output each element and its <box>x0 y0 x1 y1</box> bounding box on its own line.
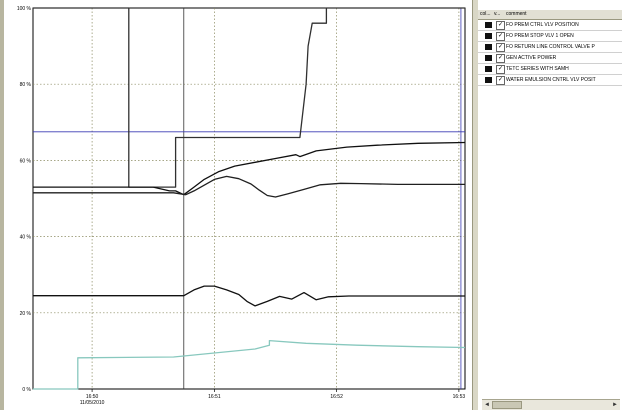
x-tick-label: 16:52 <box>330 394 343 400</box>
series-visible-checkbox[interactable]: ✓ <box>496 32 505 41</box>
legend-header: col... v... comment <box>478 10 622 20</box>
legend-row[interactable]: ✓ FO RETURN LINE CONTROL VALVE P <box>478 42 622 53</box>
x-tick-label: 16:51 <box>208 394 221 400</box>
legend-list: ✓ FO PREM CTRL VLV POSITION ✓ FO PREM ST… <box>478 20 622 86</box>
trend-plot-panel[interactable]: 0 % 20 % 40 % 60 % 80 % 100 % 16:50 11/05/2010 1… <box>4 0 472 410</box>
plot-area <box>32 7 466 390</box>
series-comment: WATER EMULSION CNTRL VLV POSIT <box>506 77 596 83</box>
legend-horizontal-scrollbar[interactable]: ◄ ► <box>482 399 620 410</box>
series-comment: GEN ACTIVE POWER <box>506 55 557 61</box>
series-color-swatch[interactable] <box>485 77 492 83</box>
legend-header-col[interactable]: col... <box>480 11 491 17</box>
y-tick-label: 60 % <box>20 158 32 164</box>
panel-splitter[interactable] <box>472 0 479 410</box>
legend-header-v[interactable]: v... <box>494 11 501 17</box>
series-comment: TETC SERIES WITH SAMH <box>506 66 569 72</box>
y-tick-label: 100 % <box>17 6 32 12</box>
scroll-left-arrow-icon[interactable]: ◄ <box>484 402 490 408</box>
series-color-swatch[interactable] <box>485 66 492 72</box>
series-line <box>33 285 465 307</box>
window-left-border <box>0 0 4 410</box>
y-tick-label: 80 % <box>20 82 32 88</box>
series-color-swatch[interactable] <box>485 44 492 50</box>
legend-row[interactable]: ✓ WATER EMULSION CNTRL VLV POSIT <box>478 75 622 86</box>
series-visible-checkbox[interactable]: ✓ <box>496 43 505 52</box>
series-line <box>33 175 465 198</box>
x-tick-label: 16:53 <box>453 394 466 400</box>
series-color-swatch[interactable] <box>485 22 492 28</box>
series-visible-checkbox[interactable]: ✓ <box>496 76 505 85</box>
x-tick-label: 16:50 <box>86 394 99 400</box>
x-date-label: 11/05/2010 <box>80 400 105 406</box>
scrollbar-thumb[interactable] <box>492 401 522 409</box>
y-tick-label: 0 % <box>22 387 31 393</box>
scroll-right-arrow-icon[interactable]: ► <box>612 402 618 408</box>
series-line <box>33 7 465 188</box>
series-visible-checkbox[interactable]: ✓ <box>496 65 505 74</box>
legend-row[interactable]: ✓ FO PREM STOP VLV 1 OPEN <box>478 31 622 42</box>
series-color-swatch[interactable] <box>485 55 492 61</box>
legend-row[interactable]: ✓ GEN ACTIVE POWER <box>478 53 622 64</box>
series-comment: FO PREM CTRL VLV POSITION <box>506 22 579 28</box>
legend-row[interactable]: ✓ TETC SERIES WITH SAMH <box>478 64 622 75</box>
series-line <box>33 339 466 390</box>
legend-row[interactable]: ✓ FO PREM CTRL VLV POSITION <box>478 20 622 31</box>
legend-header-comment[interactable]: comment <box>506 11 527 17</box>
series-line <box>33 141 466 196</box>
series-visible-checkbox[interactable]: ✓ <box>496 54 505 63</box>
series-visible-checkbox[interactable]: ✓ <box>496 21 505 30</box>
series-comment: FO RETURN LINE CONTROL VALVE P <box>506 44 595 50</box>
y-tick-label: 20 % <box>20 311 32 317</box>
y-tick-label: 40 % <box>20 235 32 241</box>
legend-panel: col... v... comment ✓ FO PREM CTRL VLV P… <box>478 0 622 410</box>
series-comment: FO PREM STOP VLV 1 OPEN <box>506 33 574 39</box>
series-color-swatch[interactable] <box>485 33 492 39</box>
